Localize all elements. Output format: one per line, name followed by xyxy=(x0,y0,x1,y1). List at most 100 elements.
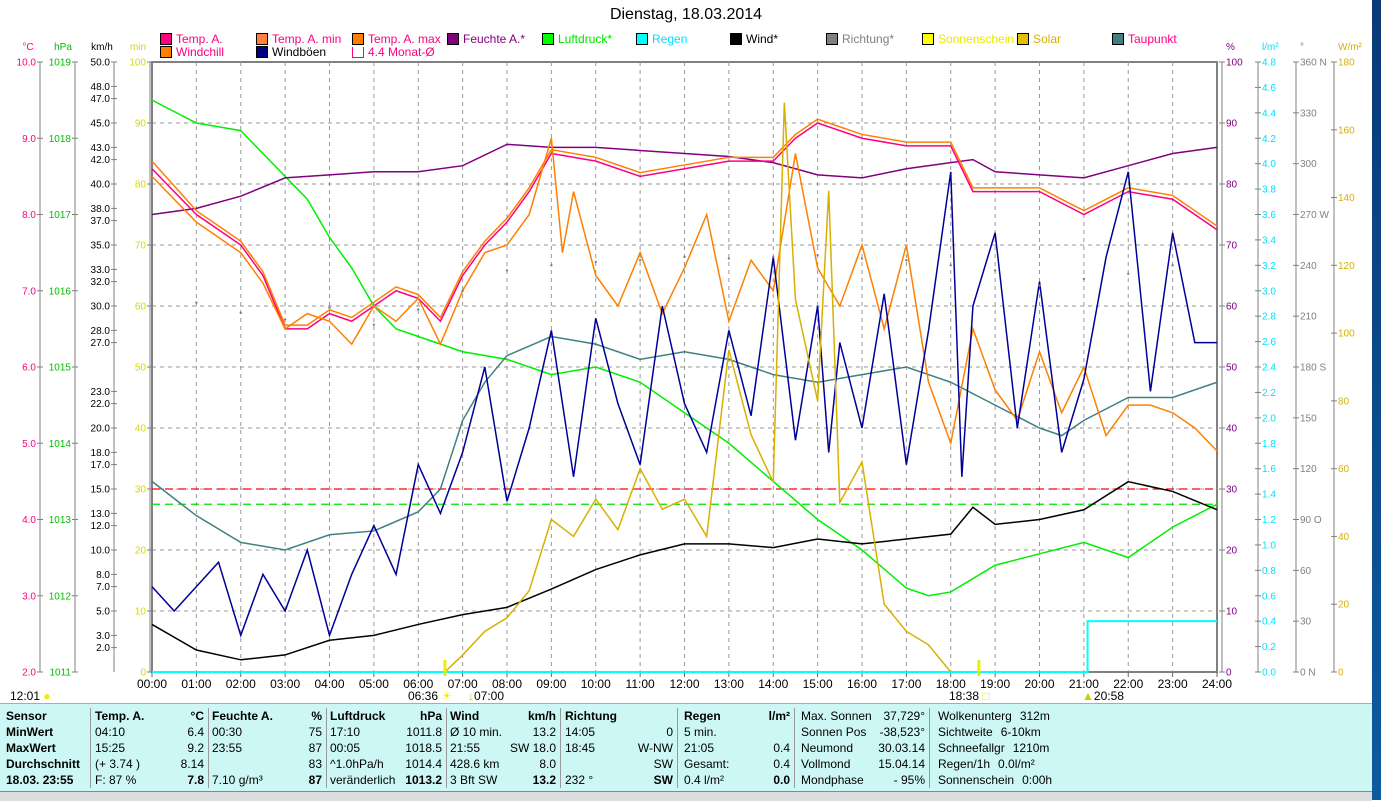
rain-tick-label: 3.0 xyxy=(1262,286,1276,297)
legend-swatch xyxy=(447,33,459,45)
legend-item: Richtung* xyxy=(826,32,894,46)
temp-tick-label: 10.0 xyxy=(17,58,37,69)
x-tick-label: 13:00 xyxy=(714,677,744,691)
weather-chart: 00:00 01:00 02:00 03:00 04:00 05:00 06:00 07:00… xyxy=(17,42,1363,691)
x-tick-label: 07:00 xyxy=(448,677,478,691)
legend-item: Temp. A. min xyxy=(256,32,341,46)
solar-tick-label: 0 xyxy=(1338,668,1344,679)
rain-tick-label: 2.6 xyxy=(1262,337,1276,348)
misc-value: 0:00h xyxy=(1022,773,1053,787)
wind-tick-label: 37.0 xyxy=(91,216,111,227)
rain-tick-label: 0.4 xyxy=(1262,617,1276,628)
humidity-current: 87 xyxy=(308,773,322,787)
left-time: 12:01 xyxy=(10,689,41,703)
richtung-series-point xyxy=(372,323,376,326)
wind-tick-label: 7.0 xyxy=(96,582,110,593)
pressure-tick-label: 1014 xyxy=(49,439,72,450)
legend-swatch xyxy=(160,46,172,58)
misc-row: Schneefallgr 1210m xyxy=(938,740,1088,756)
direction-tick-label: 240 xyxy=(1300,261,1317,272)
left-time-label: 12:01 ● xyxy=(10,690,51,702)
direction-tick-label: 90 O xyxy=(1300,515,1322,526)
legend-label: 4.4 Monat-Ø xyxy=(368,45,435,59)
astro-row: Mondphase - 95% xyxy=(801,772,925,788)
rain-tick-label: 2.2 xyxy=(1262,388,1276,399)
pressure-tick-label: 1019 xyxy=(49,58,72,69)
direction-tick-label: 60 xyxy=(1300,566,1312,577)
richtung-series-point xyxy=(1082,277,1086,281)
wind-column: Wind km/h Ø 10 min. 13.2 21:55 SW 18.0 428.… xyxy=(446,708,561,788)
wind-tick-label: 20.0 xyxy=(91,424,111,435)
pressure-min-time: 17:10 xyxy=(330,725,361,739)
wind-tick-label: 22.0 xyxy=(91,399,111,410)
humidity-tick-label: 50 xyxy=(1226,363,1238,374)
richtung-series-point xyxy=(195,301,198,304)
taupunkt-series xyxy=(151,335,1218,551)
rain-tick-label: 2.0 xyxy=(1262,413,1276,424)
rain-tick-label: 3.4 xyxy=(1262,235,1276,246)
temp-axis-unit: °C xyxy=(22,42,33,53)
pressure-tick-label: 1015 xyxy=(49,363,72,374)
richtung-series-point xyxy=(550,264,553,267)
legend-swatch xyxy=(826,33,838,45)
humidity-min: 75 xyxy=(308,725,322,739)
sunrise-label: 06:36 ☀ xyxy=(408,690,452,702)
wind-tick-label: 13.0 xyxy=(91,509,111,520)
legend-swatch xyxy=(1112,33,1124,45)
sunshine-tick-label: 100 xyxy=(129,58,146,69)
temp-column: Temp. A. °C 04:10 6.4 15:25 9.2 (+ 3.74 ) 8.… xyxy=(90,708,209,788)
humidity-tick-label: 100 xyxy=(1226,58,1243,69)
sunshine-tick-label: 50 xyxy=(135,363,147,374)
temp-current: 7.8 xyxy=(187,773,204,787)
pressure-tick-label: 1017 xyxy=(49,210,72,221)
wind-tick-label: 35.0 xyxy=(91,241,111,252)
current-label: 18.03. 23:55 xyxy=(6,773,74,787)
direction-tick-label: 210 xyxy=(1300,312,1317,323)
temp-tick-label: 5.0 xyxy=(22,439,36,450)
pressure-min: 1011.8 xyxy=(406,725,442,739)
wind-tick-label: 47.0 xyxy=(91,94,111,105)
richtung-series-point xyxy=(816,253,819,257)
x-tick-label: 18:00 xyxy=(936,677,966,691)
legend-label: Regen xyxy=(652,32,688,46)
rain-tick-label: 0.0 xyxy=(1262,668,1276,679)
wind-distance: 428.6 km xyxy=(450,757,500,771)
sunshine-tick-label: 90 xyxy=(135,119,147,130)
legend-swatch xyxy=(352,46,364,58)
x-tick-label: 17:00 xyxy=(891,677,921,691)
x-tick-label: 03:00 xyxy=(270,677,300,691)
wind-tick-label: 42.0 xyxy=(91,155,111,166)
humidity-tick-label: 30 xyxy=(1226,485,1238,496)
wind-tick-label: 15.0 xyxy=(91,485,111,496)
astro-value: 37,729° xyxy=(883,709,925,723)
wind-tick-label: 2.0 xyxy=(96,643,110,654)
rain-day: 0.4 l/m² xyxy=(684,773,725,787)
wind-series xyxy=(151,480,1218,661)
legend-label: Solar xyxy=(1033,32,1062,46)
x-tick-label: 14:00 xyxy=(758,677,788,691)
x-tick-label: 22:00 xyxy=(1113,677,1143,691)
direction-tick-label: 120 xyxy=(1300,464,1317,475)
wind-tick-label: 45.0 xyxy=(91,119,111,130)
misc-label: Schneefallgr xyxy=(938,741,1005,755)
solar-series xyxy=(444,102,952,673)
wind-tick-label: 33.0 xyxy=(91,265,111,276)
x-tick-label: 19:00 xyxy=(980,677,1010,691)
x-tick-label: 10:00 xyxy=(581,677,611,691)
wind-axis-unit: km/h xyxy=(91,42,113,53)
pressure-tick-label: 1011 xyxy=(49,668,71,679)
sunshine-tick-label: 60 xyxy=(135,302,147,313)
sunshine-tick-label: 70 xyxy=(135,241,147,252)
wind-tick-label: 3.0 xyxy=(96,631,110,642)
pressure-forecast: veränderlich xyxy=(330,773,396,787)
misc-value: 1210m xyxy=(1012,741,1050,755)
rain-tick-label: 1.0 xyxy=(1262,540,1276,551)
rain-tick-label: 1.2 xyxy=(1262,515,1276,526)
sunset-icon: □ xyxy=(982,689,990,703)
direction-tick-label: 270 W xyxy=(1300,210,1329,221)
legend-label: Richtung* xyxy=(842,32,895,46)
rain-tick-label: 4.0 xyxy=(1262,159,1276,170)
sunshine-tick-label: 80 xyxy=(135,180,147,191)
pressure-max: 1018.5 xyxy=(405,741,442,755)
legend-label: Taupunkt xyxy=(1128,32,1177,46)
